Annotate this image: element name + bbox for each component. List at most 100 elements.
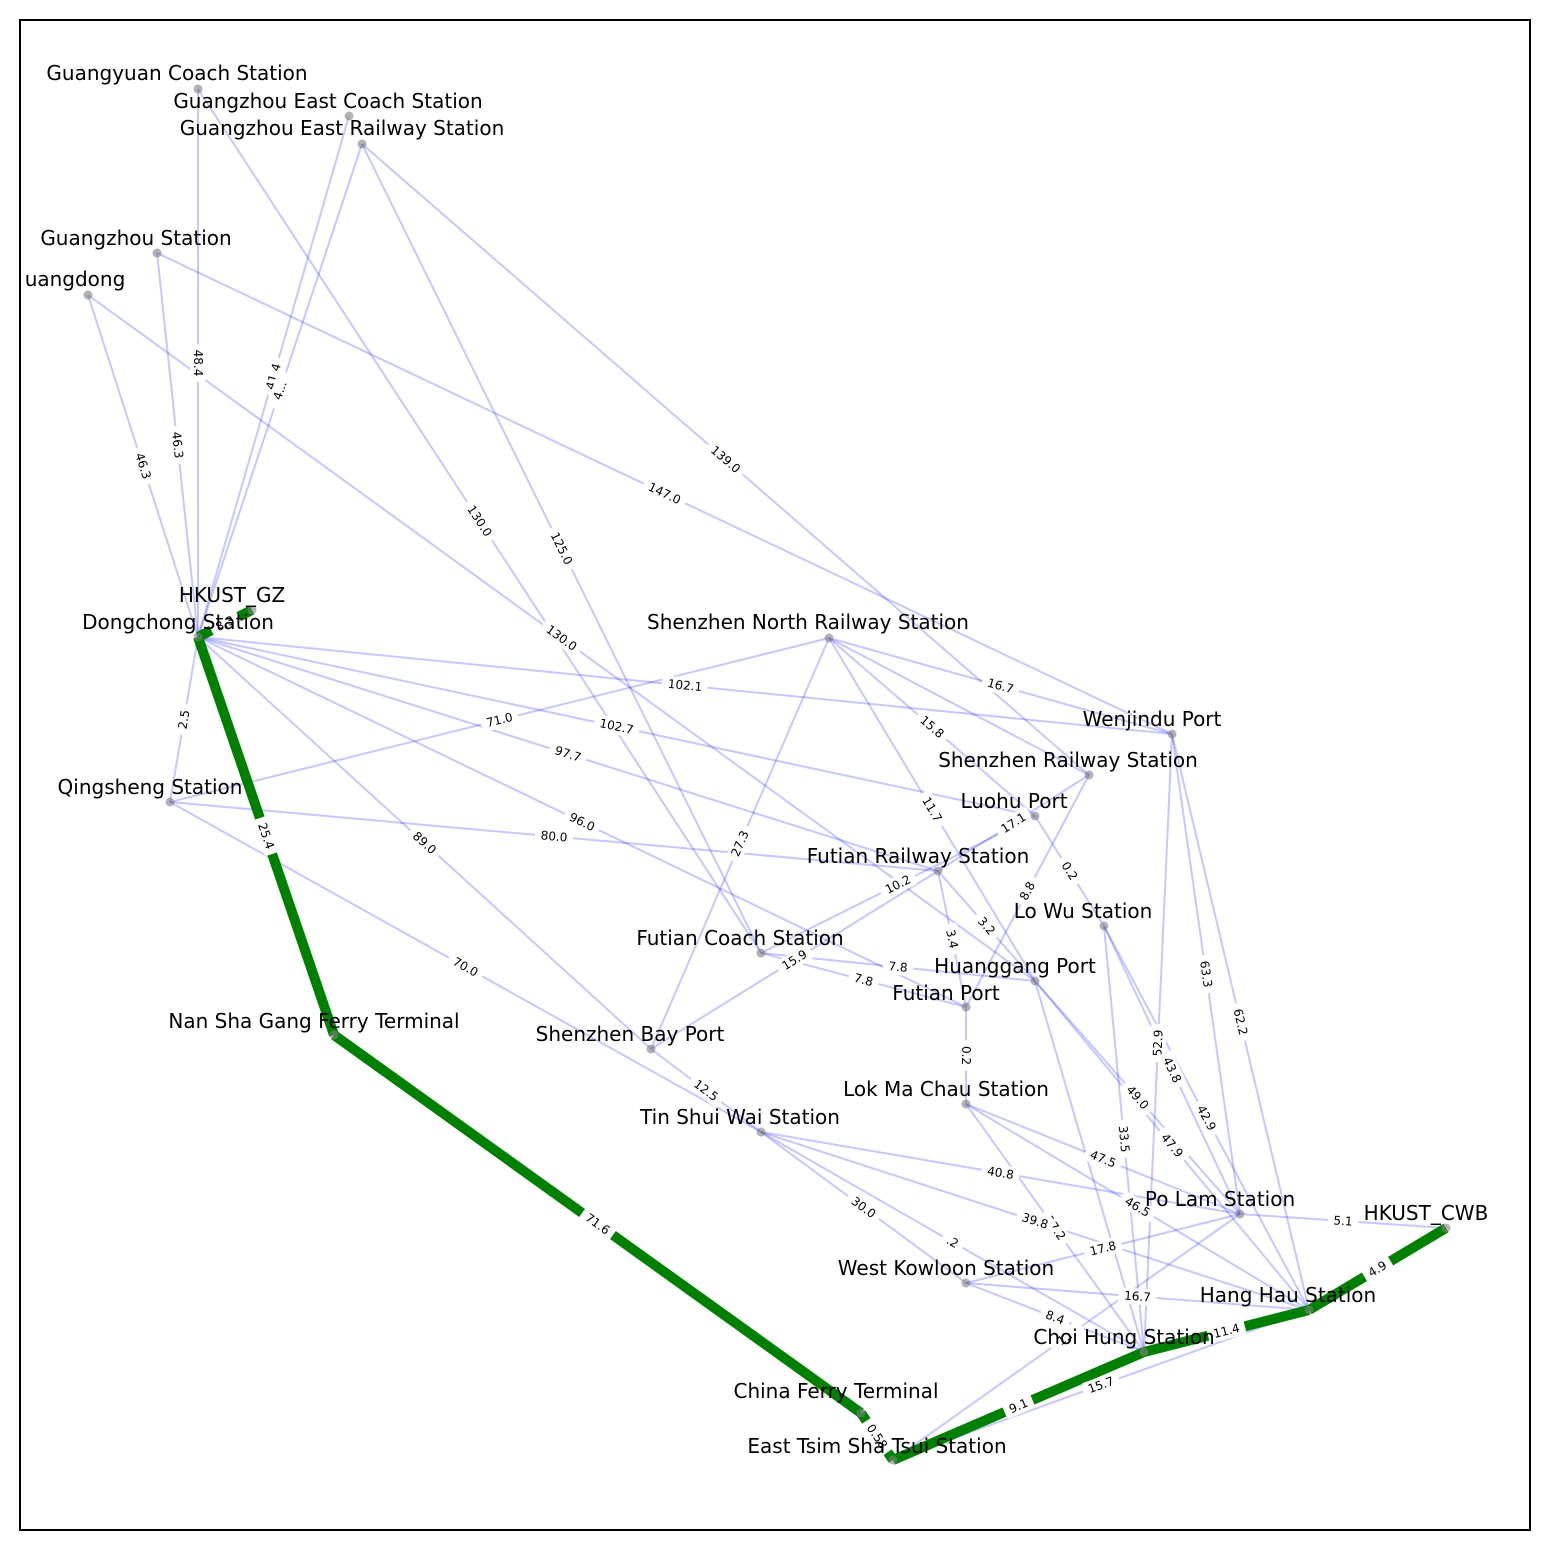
- node-etst: [888, 1455, 898, 1465]
- node-label-polam: Po Lam Station: [1145, 1187, 1295, 1211]
- edge-label-bg: [548, 741, 588, 767]
- edge-label-lowu-polam: 43.8: [1157, 1050, 1187, 1090]
- edge-label-polam-hkust_cwb: 5.1: [1327, 1212, 1359, 1230]
- edge-weight-label: 0.2: [959, 1046, 973, 1065]
- edge-label-bg: [1327, 1212, 1359, 1230]
- edge-weight-label: 33.5: [1116, 1125, 1132, 1153]
- edge-label-dongchong-futian_rail: 97.7: [548, 741, 588, 767]
- edge-label-bg: [167, 425, 188, 465]
- edge-label-bg: [994, 807, 1033, 839]
- edge-label-wenjindu-choihung: 52.9: [1149, 1023, 1167, 1063]
- edge-weight-label: 7.8: [852, 971, 874, 989]
- edge-label-sz_north-luohu: 15.8: [913, 709, 951, 745]
- edge-label-bg: [446, 951, 485, 983]
- edge-label-bg: [461, 498, 498, 544]
- node-label-luohu: Luohu Port: [960, 789, 1067, 813]
- edge-label-etst-choihung: 9.1: [1002, 1393, 1035, 1419]
- edge-label-qingsheng-sz_north: 71.0: [479, 708, 520, 732]
- edge-label-bg: [578, 1207, 617, 1241]
- edge-weight-label: 3.4: [943, 928, 961, 950]
- node-guangyuan: [193, 84, 203, 94]
- node-label-qingsheng: Qingsheng Station: [58, 775, 243, 799]
- node-nansha: [329, 1030, 339, 1040]
- edge-label-guangyuan-dongchong: 48.4: [190, 344, 206, 382]
- node-label-hanghau: Hang Hau Station: [1200, 1283, 1376, 1307]
- node-qingsheng: [165, 797, 175, 807]
- edge-label-bg: [1206, 1319, 1247, 1343]
- edge-label-gz_east_rail-futian_coach: 125.0: [545, 525, 578, 572]
- edge-label-hkust_gz-dongchong: 8.3: [208, 610, 242, 637]
- edge-label-hanghau-etst: 15.7: [1081, 1371, 1121, 1399]
- edge-weight-label: 80.0: [540, 828, 568, 844]
- edge-label-west_kowloon-choihung: 8.4: [1038, 1305, 1072, 1330]
- edge-sz_north-sz_rail: [828, 637, 1090, 776]
- edge-label-gz_east_rail-sz_rail: 139.0: [704, 439, 747, 480]
- edge-weight-label: 52.9: [1150, 1029, 1165, 1056]
- edge-weight-label: 7.8: [888, 959, 908, 975]
- edge-label-futian_coach-huanggang: 7.8: [882, 957, 914, 977]
- node-lowu: [1099, 921, 1109, 931]
- node-futian_port: [961, 1002, 971, 1012]
- node-sz_rail: [1084, 770, 1094, 780]
- edge-label-bg: [844, 1190, 883, 1225]
- edge-label-bg: [913, 709, 951, 745]
- node-label-west_kowloon: West Kowloon Station: [838, 1256, 1054, 1280]
- edge-label-huanggang-polam: 49.0: [1120, 1079, 1155, 1116]
- edge-label-bg: [1154, 1127, 1190, 1164]
- node-label-etst: East Tsim Sha Tsui Station: [747, 1434, 1006, 1458]
- node-huanggang: [1030, 976, 1040, 986]
- edge-label-bg: [539, 619, 584, 657]
- edge-label-bg: [1114, 1119, 1134, 1159]
- edge-weight-label: 71.0: [485, 710, 514, 730]
- edge-weight-label: 102.1: [667, 677, 703, 694]
- node-label-wenjindu: Wenjindu Port: [1083, 707, 1222, 731]
- nodes-layer: [83, 84, 1451, 1465]
- edge-label-sz_north-sz_bay: 27.3: [726, 823, 754, 864]
- edge-label-bg: [687, 1073, 725, 1108]
- node-gz_east_coach: [344, 111, 354, 121]
- node-sz_north: [824, 633, 834, 643]
- edge-label-tinshuiwai-choihung: .2: [939, 1230, 966, 1254]
- edge-label-bg: [545, 525, 578, 572]
- edge-label-bg: [1118, 1191, 1157, 1223]
- edge-label-bg: [882, 957, 914, 977]
- node-luohu: [1030, 811, 1040, 821]
- edge-weight-label: 16.7: [986, 676, 1016, 697]
- edge-weight-label: 16.7: [1124, 1288, 1152, 1304]
- edge-weight-label: 2.5: [176, 709, 193, 730]
- edge-label-bg: [641, 477, 688, 510]
- edge-weight-label: 5.1: [1333, 1213, 1353, 1228]
- edge-weight-label: 147.0: [646, 480, 683, 507]
- edge-label-bg: [878, 869, 918, 900]
- node-wenjindu: [1167, 729, 1177, 739]
- node-label-futian_rail: Futian Railway Station: [807, 844, 1030, 868]
- edge-label-bg: [562, 807, 602, 837]
- edge-label-wenjindu-polam: 63.3: [1195, 954, 1217, 994]
- node-label-gz_station: Guangzhou Station: [40, 226, 231, 250]
- edge-label-wenjindu-hanghau: 62.2: [1228, 1002, 1253, 1042]
- edge-label-sz_bay-tinshuiwai: 12.5: [687, 1073, 725, 1108]
- node-label-lowu: Lo Wu Station: [1014, 899, 1153, 923]
- edge-label-bg: [916, 790, 948, 829]
- edge-label-dongchong-luohu: 102.7: [593, 714, 640, 739]
- node-gz_east_rail: [357, 139, 367, 149]
- node-hanghau: [1304, 1305, 1314, 1315]
- node-label-nansha: Nan Sha Gang Ferry Terminal: [168, 1009, 459, 1033]
- node-futian_rail: [933, 866, 943, 876]
- edge-label-sz_north-huanggang: 11.7: [916, 790, 948, 829]
- node-dongchong: [193, 632, 203, 642]
- edge-weight-label: 62.2: [1231, 1007, 1251, 1036]
- node-choihung: [1139, 1347, 1149, 1357]
- node-guangdong: [83, 290, 93, 300]
- edge-label-west_kowloon-hanghau: 16.7: [1118, 1287, 1157, 1306]
- edge-label-bg: [479, 708, 520, 732]
- node-label-hkust_gz: HKUST_GZ: [179, 583, 285, 607]
- node-label-hkust_cwb: HKUST_CWB: [1364, 1201, 1489, 1225]
- edge-label-bg: [704, 439, 747, 480]
- edge-weight-label: 130.0: [464, 503, 494, 539]
- edge-label-bg: [726, 823, 754, 864]
- edge-label-bg: [971, 910, 1002, 942]
- edge-label-bg: [1083, 1236, 1123, 1261]
- edges-layer: [87, 88, 1447, 1461]
